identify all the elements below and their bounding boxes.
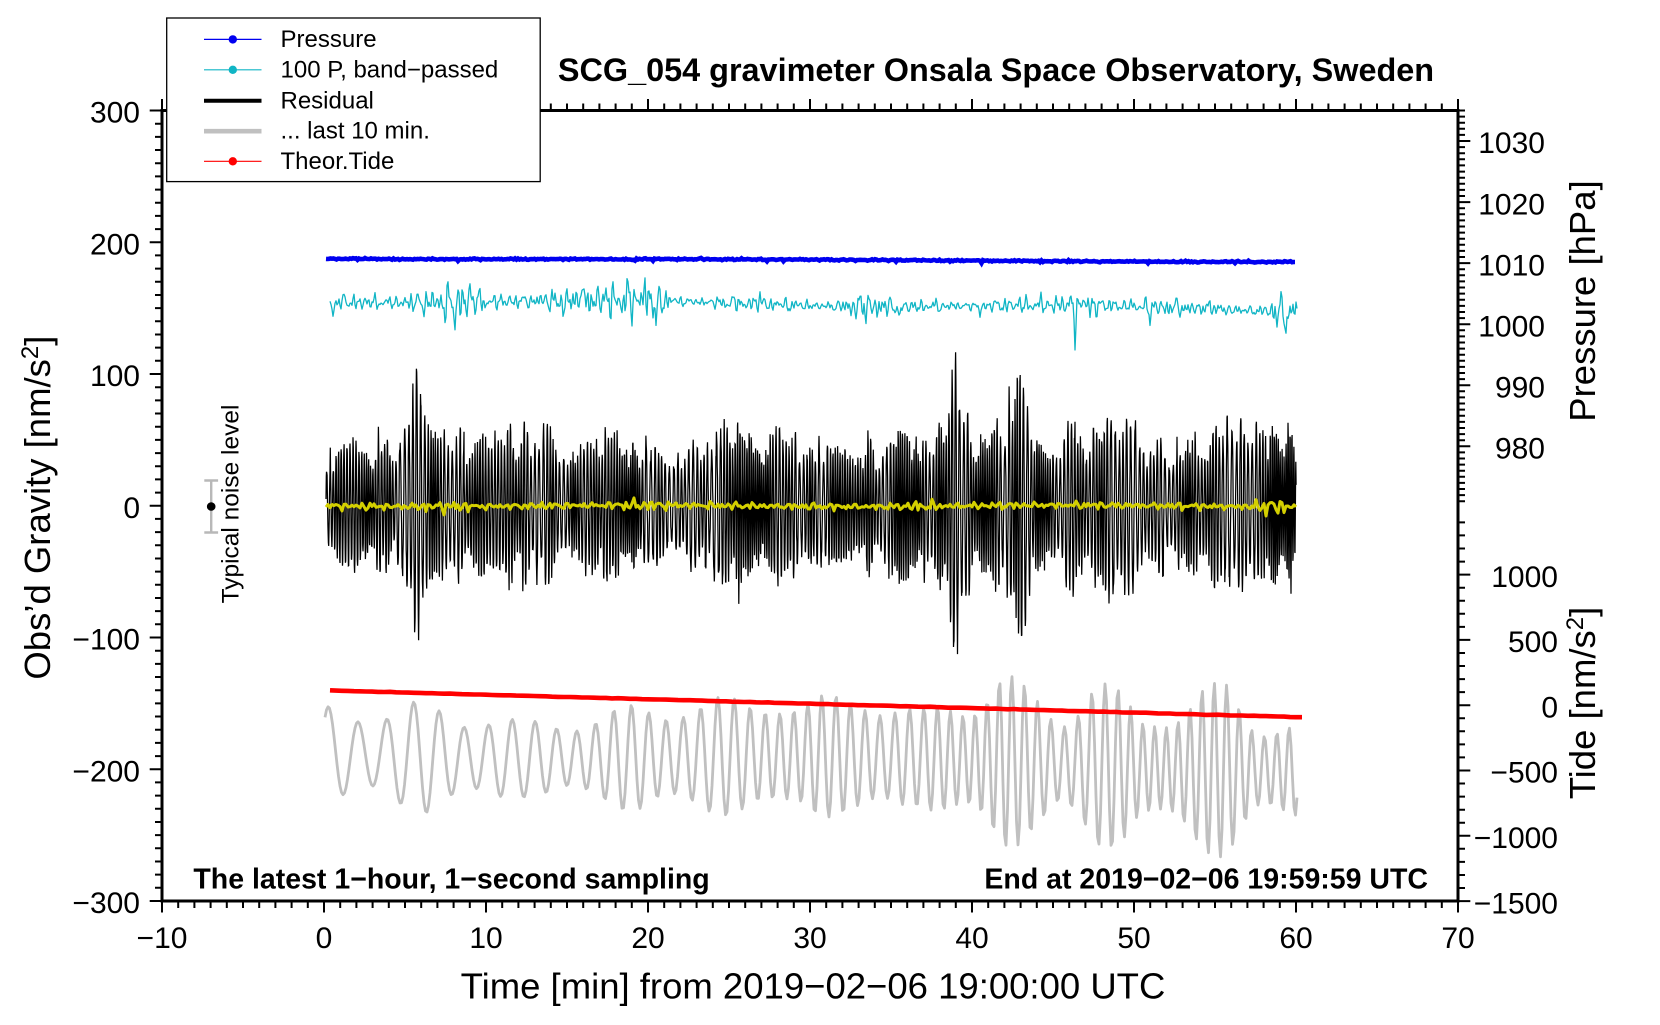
svg-text:0: 0: [1541, 691, 1558, 724]
svg-text:Theor.Tide: Theor.Tide: [281, 148, 395, 175]
svg-text:40: 40: [955, 922, 988, 955]
svg-text:−10: −10: [137, 922, 188, 955]
svg-text:−1500: −1500: [1474, 887, 1558, 920]
svg-text:1020: 1020: [1478, 188, 1545, 221]
svg-text:Pressure [hPa]: Pressure [hPa]: [1562, 180, 1603, 421]
svg-text:10: 10: [469, 922, 502, 955]
svg-text:1030: 1030: [1478, 127, 1545, 160]
svg-text:30: 30: [793, 922, 826, 955]
svg-text:300: 300: [90, 97, 140, 130]
svg-text:−1000: −1000: [1474, 822, 1558, 855]
svg-text:100: 100: [90, 360, 140, 393]
svg-text:−500: −500: [1490, 757, 1558, 790]
svg-text:500: 500: [1508, 626, 1558, 659]
svg-text:50: 50: [1117, 922, 1150, 955]
svg-text:20: 20: [631, 922, 664, 955]
svg-text:−300: −300: [72, 887, 140, 920]
svg-text:End at 2019−02−06 19:59:59 UTC: End at 2019−02−06 19:59:59 UTC: [984, 864, 1428, 896]
svg-text:The latest 1−hour, 1−second sa: The latest 1−hour, 1−second sampling: [193, 864, 709, 896]
svg-text:−100: −100: [72, 624, 140, 657]
svg-text:Obs’d Gravity [nm/s2]: Obs’d Gravity [nm/s2]: [17, 336, 58, 680]
svg-text:−200: −200: [72, 756, 140, 789]
svg-text:1010: 1010: [1478, 249, 1545, 282]
svg-text:200: 200: [90, 228, 140, 261]
svg-text:Residual: Residual: [281, 87, 374, 114]
svg-text:990: 990: [1495, 371, 1545, 404]
svg-text:... last 10 min.: ... last 10 min.: [281, 118, 430, 145]
svg-text:60: 60: [1279, 922, 1312, 955]
svg-text:0: 0: [123, 492, 140, 525]
svg-text:Typical noise level: Typical noise level: [218, 405, 245, 604]
svg-text:0: 0: [316, 922, 333, 955]
svg-text:Tide [nm/s2]: Tide [nm/s2]: [1562, 607, 1603, 800]
svg-text:980: 980: [1495, 433, 1545, 466]
svg-text:Time [min] from 2019−02−06 19:: Time [min] from 2019−02−06 19:00:00 UTC: [461, 966, 1166, 1007]
svg-text:Pressure: Pressure: [281, 26, 377, 53]
svg-text:1000: 1000: [1478, 310, 1545, 343]
svg-text:70: 70: [1441, 922, 1474, 955]
svg-text:1000: 1000: [1491, 561, 1558, 594]
svg-text:100 P, band−passed: 100 P, band−passed: [281, 56, 499, 83]
svg-text:SCG_054 gravimeter Onsala Spac: SCG_054 gravimeter Onsala Space Observat…: [558, 52, 1434, 88]
